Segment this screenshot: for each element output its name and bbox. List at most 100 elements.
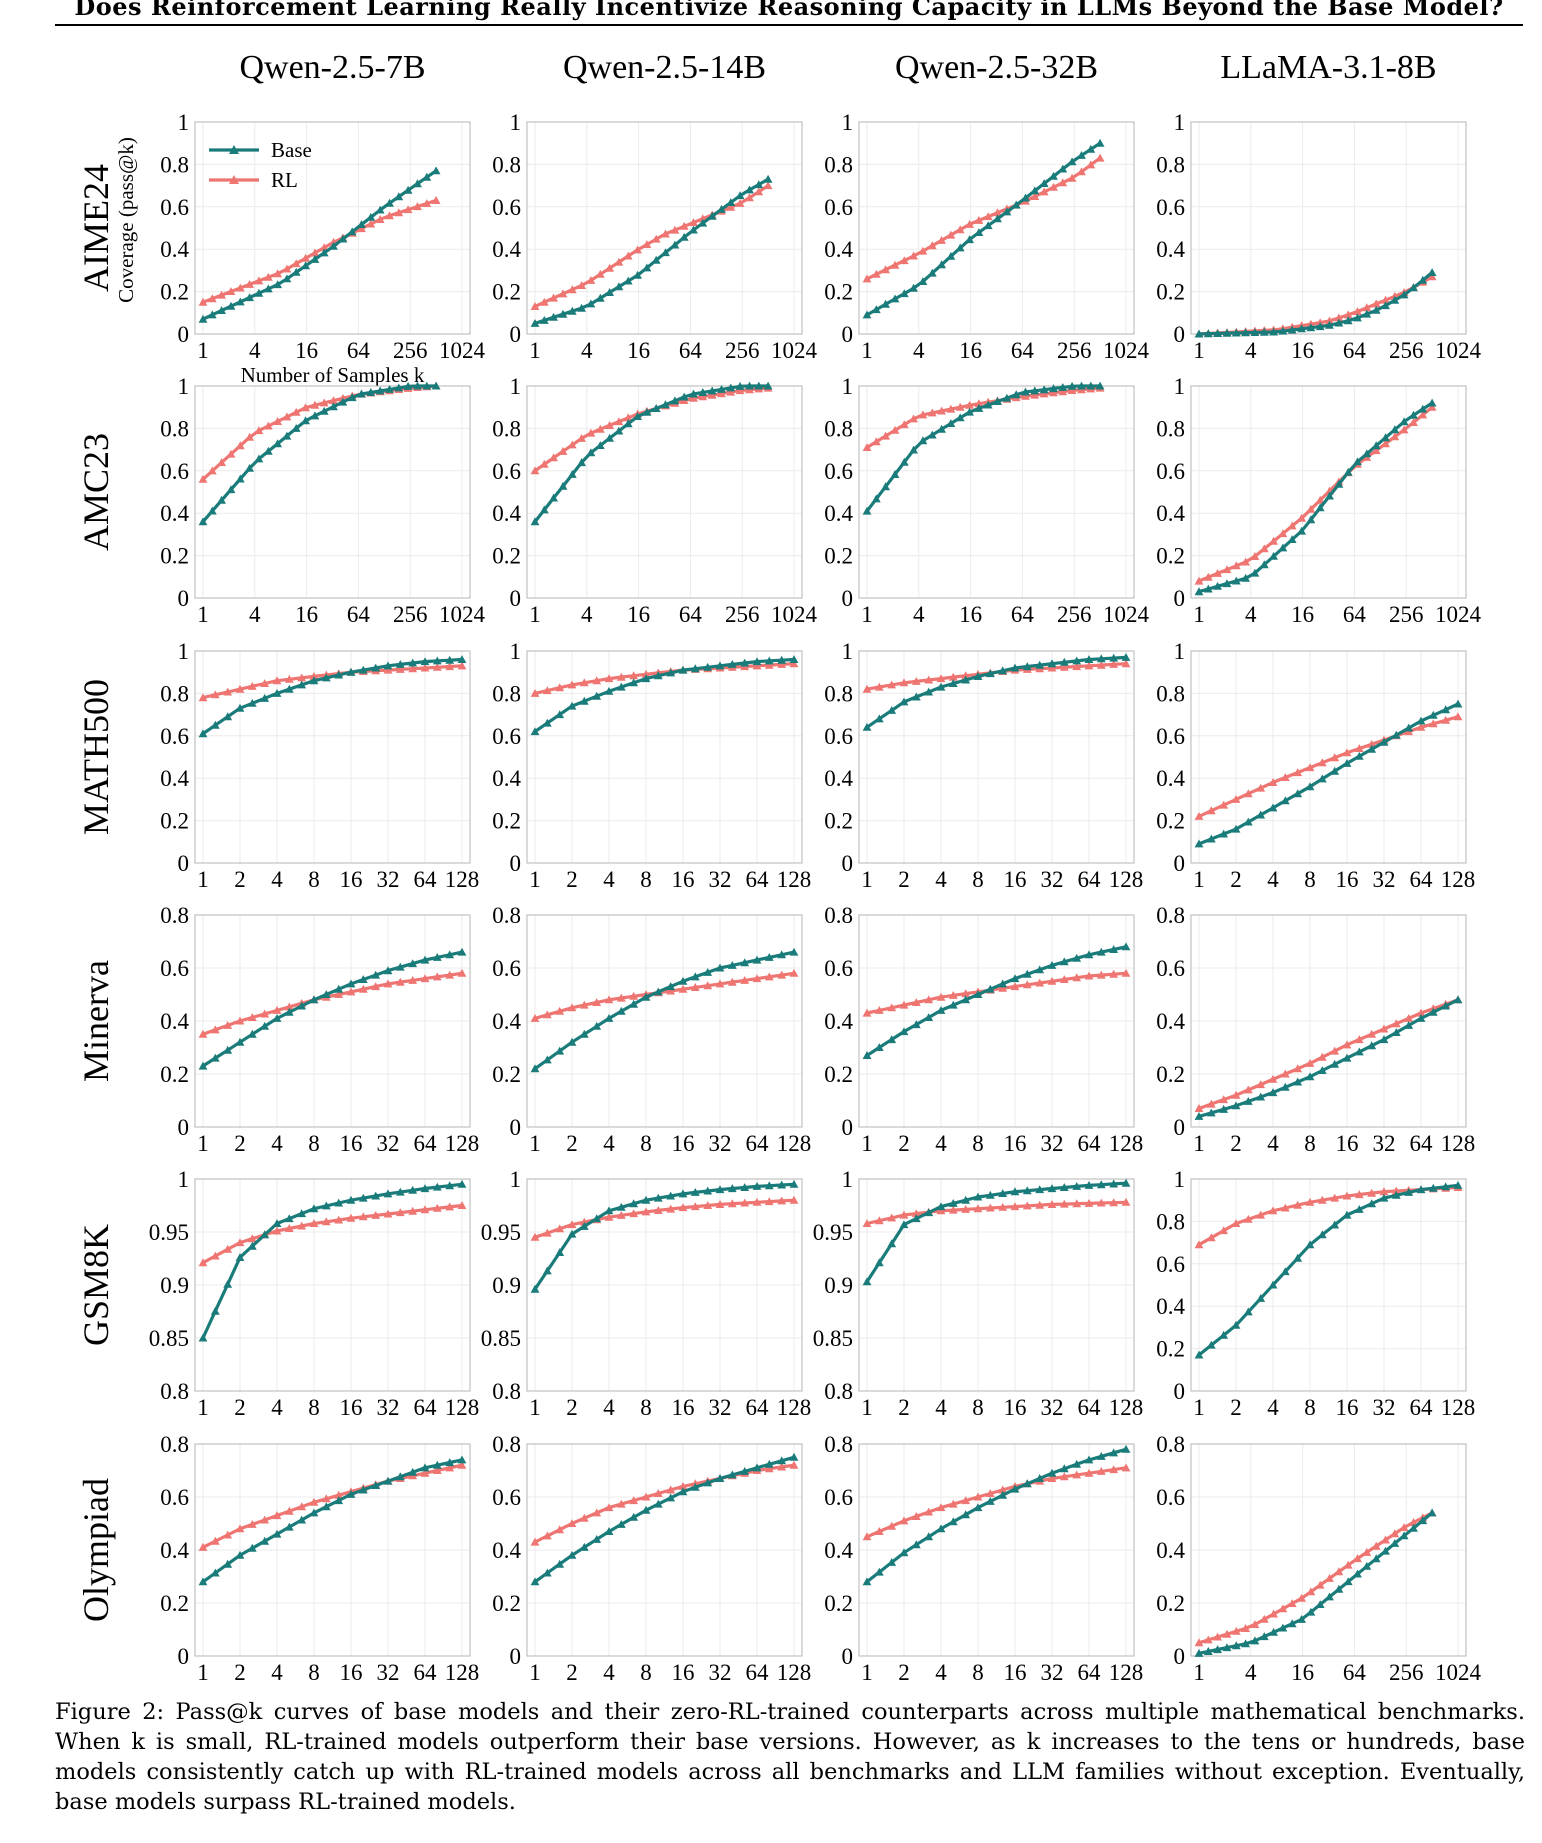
base-marker — [777, 950, 787, 959]
rl-marker — [284, 674, 294, 683]
base-marker — [432, 953, 442, 961]
rl-marker — [777, 970, 787, 979]
base-marker — [1231, 824, 1241, 833]
rl-marker — [1203, 1635, 1213, 1644]
x-tick-label: 64 — [1343, 338, 1367, 363]
plot-frame — [194, 385, 471, 599]
rl-marker — [1059, 1472, 1069, 1481]
base-marker — [567, 701, 577, 710]
base-marker — [1381, 1546, 1390, 1555]
y-tick-label: 0.8 — [1156, 152, 1185, 177]
rl-marker — [789, 659, 799, 668]
base-marker — [334, 984, 344, 993]
base-marker — [542, 1055, 552, 1064]
rl-marker — [1194, 812, 1204, 820]
rl-marker — [542, 1531, 552, 1540]
rl-marker — [273, 417, 282, 425]
x-tick-label: 32 — [1373, 867, 1396, 892]
base-marker — [754, 381, 764, 390]
base-marker — [1121, 653, 1131, 661]
base-marker — [955, 243, 965, 252]
rl-marker — [1231, 1219, 1241, 1227]
rl-marker — [1096, 970, 1106, 979]
rl-marker — [1231, 1090, 1241, 1099]
plot-frame — [526, 1443, 803, 1657]
base-marker — [385, 385, 394, 393]
rl-marker — [273, 269, 282, 278]
y-axis-label: Coverage (pass@k) — [114, 137, 138, 303]
x-tick-label: 1 — [529, 867, 541, 892]
rl-marker — [1334, 313, 1344, 322]
y-tick-label: 0.2 — [824, 1062, 853, 1087]
rl-marker — [605, 421, 614, 429]
base-marker — [936, 682, 946, 691]
base-marker — [727, 1470, 737, 1479]
base-marker — [321, 990, 331, 998]
base-marker — [887, 1035, 897, 1044]
rl-marker — [678, 984, 688, 993]
x-tick-label: 64 — [1343, 1660, 1367, 1685]
y-tick-label: 0.4 — [160, 766, 189, 791]
rl-marker — [210, 1536, 220, 1545]
base-marker — [1243, 1097, 1253, 1105]
base-marker — [717, 204, 726, 213]
y-tick-label: 0.6 — [824, 1485, 853, 1510]
base-marker — [1427, 268, 1437, 276]
base-marker — [998, 1490, 1008, 1499]
base-marker — [530, 1064, 540, 1073]
base-marker — [1453, 1181, 1463, 1189]
base-marker — [1428, 1007, 1438, 1016]
base-marker — [641, 1505, 651, 1514]
base-marker — [260, 1021, 270, 1030]
rl-marker — [592, 676, 602, 685]
base-marker — [678, 665, 688, 674]
rl-marker — [1416, 722, 1426, 731]
base-marker — [678, 1487, 688, 1496]
rl-marker — [745, 193, 754, 202]
rl-marker — [927, 241, 937, 250]
figure-caption: Figure 2: Pass@k curves of base models a… — [55, 1699, 1525, 1815]
base-marker — [1194, 1112, 1204, 1120]
base-series-line — [202, 657, 463, 736]
base-marker — [198, 1061, 208, 1070]
rl-marker — [948, 991, 958, 999]
base-marker — [198, 729, 208, 738]
x-tick-label: 64 — [347, 338, 371, 363]
rl-series-line — [534, 971, 795, 1020]
base-marker — [310, 411, 320, 420]
rl-marker — [679, 221, 689, 230]
x-tick-label: 128 — [445, 1660, 480, 1685]
base-marker — [1219, 1330, 1229, 1339]
y-tick-label: 0.8 — [160, 903, 189, 928]
base-marker — [1306, 1607, 1316, 1616]
rl-marker — [1095, 153, 1105, 162]
column-title: Qwen-2.5-14B — [563, 49, 766, 86]
x-tick-label: 256 — [1389, 602, 1424, 627]
base-marker — [321, 1502, 331, 1511]
base-marker — [1334, 318, 1344, 327]
base-marker — [420, 955, 430, 964]
rl-marker — [1315, 495, 1325, 504]
rl-marker — [260, 679, 270, 687]
rl-marker — [1030, 390, 1040, 399]
rl-marker — [1058, 387, 1068, 396]
x-tick-label: 1024 — [1435, 1660, 1482, 1685]
base-marker — [1035, 1474, 1045, 1482]
base-marker — [1194, 1648, 1204, 1657]
y-tick-label: 0.6 — [160, 459, 189, 484]
base-marker — [974, 228, 984, 236]
base-marker — [764, 1181, 774, 1190]
x-tick-label: 4 — [249, 338, 261, 363]
rl-marker — [1256, 783, 1266, 792]
x-tick-label: 128 — [777, 1131, 812, 1156]
x-tick-label: 1 — [529, 1131, 541, 1156]
base-marker — [1058, 383, 1068, 391]
rl-marker — [1077, 167, 1086, 176]
base-marker — [1010, 663, 1020, 672]
rl-marker — [1342, 1040, 1352, 1049]
rl-marker — [457, 1201, 467, 1209]
rl-marker — [764, 660, 774, 669]
rl-series-line — [534, 1198, 795, 1239]
rl-marker — [1059, 1199, 1069, 1208]
